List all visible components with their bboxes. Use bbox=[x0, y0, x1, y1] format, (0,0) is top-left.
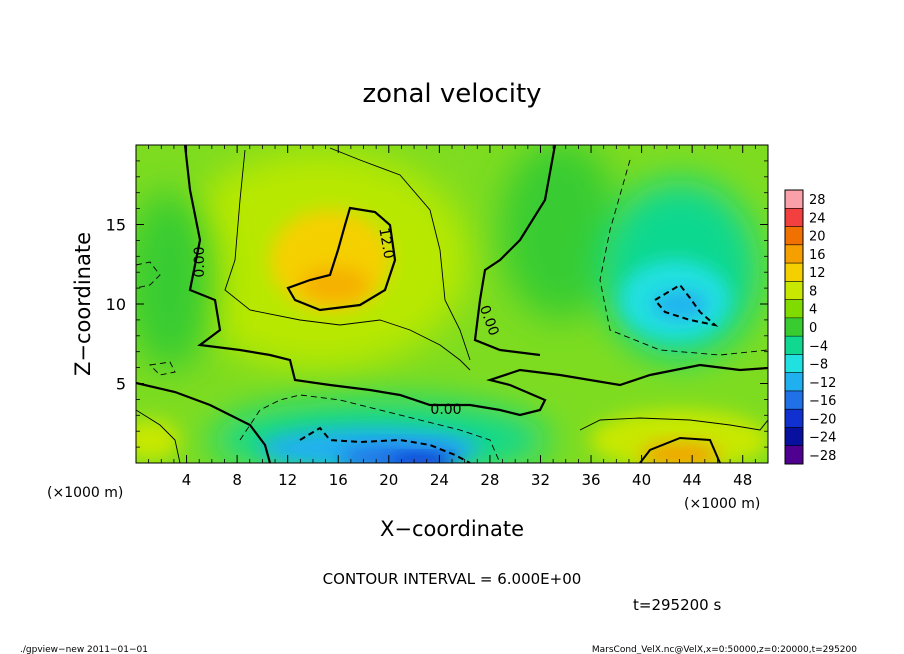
plot-area: 0.00 12.0 0.00 0.00 bbox=[136, 145, 768, 463]
colorbar-label: −12 bbox=[809, 376, 836, 391]
colorbar-swatch bbox=[785, 427, 803, 447]
colorbar-swatch bbox=[785, 445, 803, 465]
x-tick-label: 28 bbox=[480, 471, 499, 489]
colorbar-label: 16 bbox=[809, 248, 826, 263]
colorbar-swatch bbox=[785, 409, 803, 428]
colorbar-swatch bbox=[785, 354, 803, 374]
colorbar-label: −8 bbox=[809, 358, 828, 373]
x-tick-label: 16 bbox=[329, 471, 348, 489]
colorbar-label: −20 bbox=[809, 412, 836, 427]
x-tick-label: 4 bbox=[182, 471, 192, 489]
colorbar-swatch bbox=[785, 208, 803, 228]
field-region-west-green bbox=[136, 190, 215, 370]
contour-twelve bbox=[286, 206, 397, 312]
contour-label-twelve: 12.0 bbox=[375, 227, 396, 260]
x-tick-label: 32 bbox=[531, 471, 550, 489]
y-tick-label: 5 bbox=[116, 375, 126, 394]
colorbar: 28 24 20 16 12 8 4 0 −4 −8 −12 −16 −20 −24 −28 bbox=[784, 189, 836, 465]
colorbar-label: −28 bbox=[809, 449, 836, 464]
x-tick-label: 20 bbox=[379, 471, 398, 489]
colorbar-swatch bbox=[785, 281, 803, 301]
colorbar-swatch bbox=[785, 317, 803, 337]
colorbar-label: 0 bbox=[809, 321, 817, 336]
x-tick-label: 48 bbox=[733, 471, 752, 489]
colorbar-label: 24 bbox=[809, 211, 826, 226]
contour-label-zero-bottom: 0.00 bbox=[430, 402, 461, 418]
x-tick-label: 8 bbox=[232, 471, 242, 489]
field-region-lower-east-core bbox=[640, 443, 720, 463]
colorbar-swatch bbox=[785, 190, 803, 209]
x-axis-label: X−coordinate bbox=[380, 517, 524, 541]
contour-positive-thin bbox=[224, 147, 471, 371]
colorbar-swatch bbox=[785, 263, 803, 282]
y-tick-label: 15 bbox=[106, 216, 126, 235]
contour-lines bbox=[136, 145, 768, 463]
field-region-bottom-peak bbox=[390, 456, 450, 463]
contour-positive-lower-east-thin bbox=[136, 409, 768, 463]
colorbar-swatch bbox=[785, 299, 803, 319]
contour-negative-bottom bbox=[299, 426, 471, 463]
colorbar-swatch bbox=[785, 226, 803, 246]
field-region-east-green bbox=[500, 145, 620, 320]
colorbar-label: −24 bbox=[809, 431, 836, 446]
colorbar-label: 20 bbox=[809, 230, 826, 245]
y-tick-label: 10 bbox=[106, 295, 126, 314]
contour-negative-east bbox=[653, 283, 719, 327]
colorbar-label: −4 bbox=[809, 339, 828, 354]
colorbar-label: 4 bbox=[809, 303, 817, 318]
field-region-positive-peak bbox=[300, 267, 370, 303]
footer-left: ./gpview−new 2011−01−01 bbox=[20, 645, 148, 654]
x-unit-right: (×1000 m) bbox=[684, 496, 760, 512]
field-region-southwest bbox=[136, 420, 180, 460]
x-unit-left: (×1000 m) bbox=[47, 485, 123, 501]
footer-right: MarsCond_VelX.nc@VelX,x=0:50000,z=0:2000… bbox=[592, 645, 857, 654]
x-tick-label: 44 bbox=[683, 471, 702, 489]
field-region-lower-east bbox=[590, 410, 768, 463]
colorbar-label: 12 bbox=[809, 266, 826, 281]
colorbar-swatch bbox=[785, 336, 803, 355]
x-tick-label: 24 bbox=[430, 471, 449, 489]
chart-title: zonal velocity bbox=[362, 79, 541, 109]
contour-positive-lower-east bbox=[639, 436, 721, 463]
colorbar-swatch bbox=[785, 372, 803, 392]
colorbar-label: −16 bbox=[809, 394, 836, 409]
contour-label-zero-west: 0.00 bbox=[192, 246, 208, 277]
contour-negative-west-thin bbox=[136, 261, 176, 376]
contour-negative-east-thin bbox=[599, 159, 768, 356]
x-tick-label: 40 bbox=[632, 471, 651, 489]
x-tick-label: 36 bbox=[581, 471, 600, 489]
colorbar-swatch bbox=[785, 390, 803, 410]
y-axis-label: Z−coordinate bbox=[71, 232, 95, 376]
colorbar-label: 8 bbox=[809, 284, 817, 299]
contour-zero-main bbox=[136, 145, 768, 463]
contour-interval-text: CONTOUR INTERVAL = 6.000E+00 bbox=[323, 570, 582, 588]
colorbar-swatch bbox=[785, 244, 803, 264]
time-text: t=295200 s bbox=[633, 596, 721, 614]
colorbar-label: 28 bbox=[809, 193, 826, 208]
field-shading bbox=[136, 145, 768, 463]
x-tick-label: 12 bbox=[278, 471, 297, 489]
